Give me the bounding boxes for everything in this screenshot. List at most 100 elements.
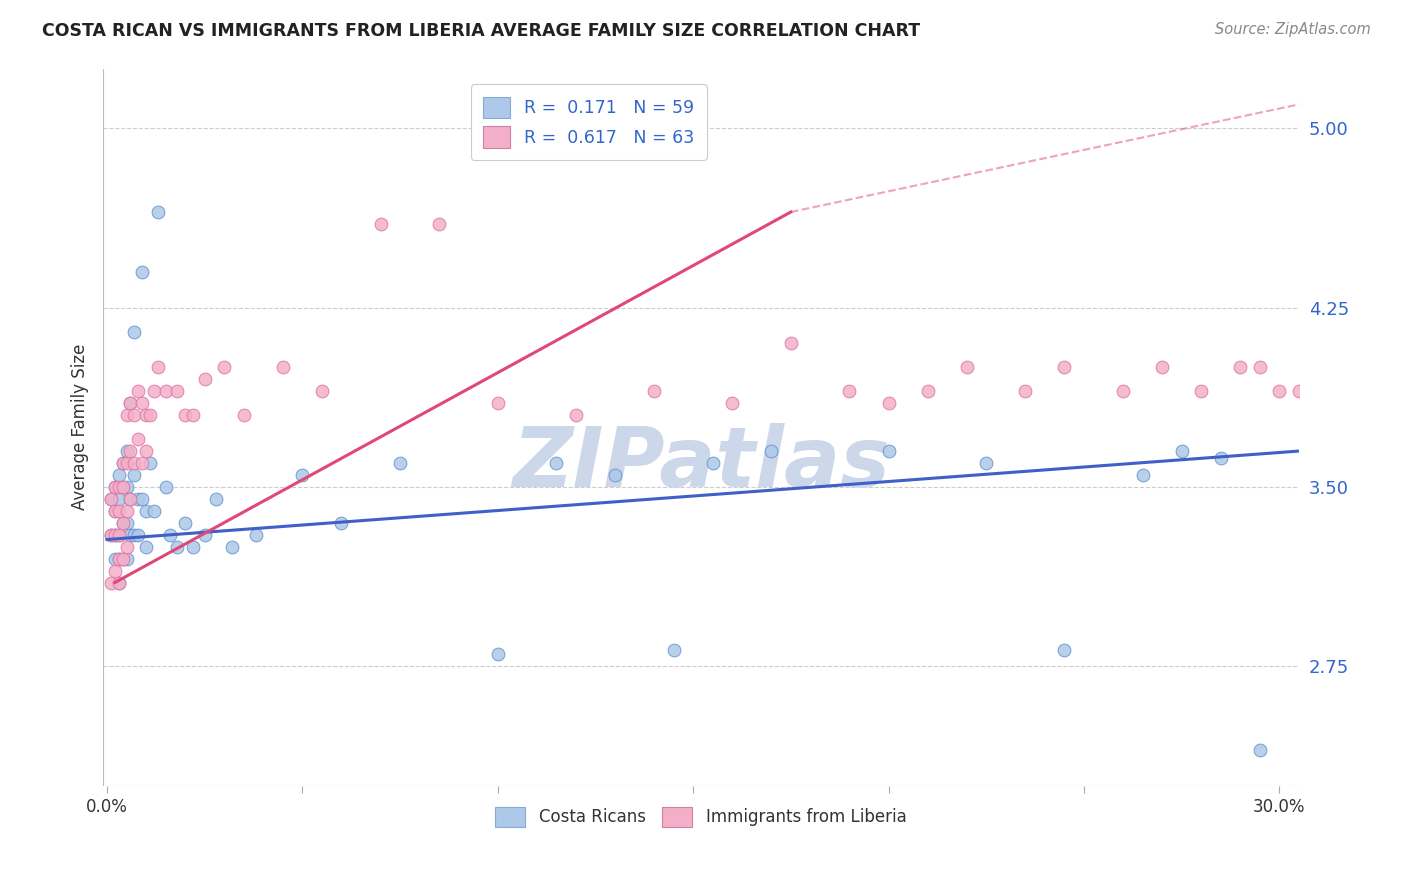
- Point: [1249, 360, 1271, 375]
- Point: [139, 408, 162, 422]
- Point: [166, 384, 188, 399]
- Point: [1152, 360, 1174, 375]
- Point: [838, 384, 860, 399]
- Point: [120, 527, 142, 541]
- Point: [1112, 384, 1135, 399]
- Point: [127, 527, 149, 541]
- Point: [124, 527, 146, 541]
- Point: [221, 540, 243, 554]
- Point: [779, 336, 801, 351]
- Point: [100, 491, 122, 506]
- Point: [104, 480, 127, 494]
- Point: [131, 265, 153, 279]
- Point: [115, 551, 138, 566]
- Point: [107, 575, 129, 590]
- Point: [124, 408, 146, 422]
- Point: [311, 384, 333, 399]
- Point: [135, 444, 157, 458]
- Point: [1053, 360, 1076, 375]
- Point: [124, 325, 146, 339]
- Point: [166, 540, 188, 554]
- Point: [124, 467, 146, 482]
- Legend: Costa Ricans, Immigrants from Liberia: Costa Ricans, Immigrants from Liberia: [486, 799, 915, 835]
- Point: [115, 504, 138, 518]
- Point: [115, 540, 138, 554]
- Point: [111, 456, 134, 470]
- Point: [1229, 360, 1251, 375]
- Point: [174, 516, 197, 530]
- Point: [181, 408, 204, 422]
- Point: [115, 516, 138, 530]
- Point: [427, 217, 450, 231]
- Point: [120, 491, 142, 506]
- Point: [131, 456, 153, 470]
- Point: [486, 396, 509, 410]
- Point: [155, 384, 177, 399]
- Point: [565, 408, 588, 422]
- Point: [107, 467, 129, 482]
- Point: [100, 527, 122, 541]
- Text: ZIPatlas: ZIPatlas: [512, 423, 890, 503]
- Point: [271, 360, 294, 375]
- Point: [111, 480, 134, 494]
- Point: [917, 384, 939, 399]
- Point: [104, 504, 127, 518]
- Point: [662, 642, 685, 657]
- Point: [104, 551, 127, 566]
- Point: [120, 444, 142, 458]
- Point: [181, 540, 204, 554]
- Point: [142, 384, 165, 399]
- Point: [232, 408, 254, 422]
- Point: [135, 540, 157, 554]
- Point: [1288, 384, 1310, 399]
- Point: [146, 360, 169, 375]
- Point: [205, 491, 228, 506]
- Point: [1189, 384, 1212, 399]
- Point: [120, 396, 142, 410]
- Point: [111, 551, 134, 566]
- Point: [1249, 743, 1271, 757]
- Point: [131, 491, 153, 506]
- Point: [956, 360, 979, 375]
- Point: [1209, 451, 1232, 466]
- Point: [139, 456, 162, 470]
- Point: [115, 444, 138, 458]
- Point: [107, 527, 129, 541]
- Point: [111, 456, 134, 470]
- Point: [974, 456, 997, 470]
- Point: [761, 444, 783, 458]
- Point: [135, 408, 157, 422]
- Point: [245, 527, 267, 541]
- Point: [107, 480, 129, 494]
- Point: [214, 360, 236, 375]
- Point: [104, 527, 127, 541]
- Point: [107, 551, 129, 566]
- Point: [107, 551, 129, 566]
- Point: [194, 372, 217, 386]
- Point: [120, 491, 142, 506]
- Point: [111, 551, 134, 566]
- Point: [330, 516, 353, 530]
- Point: [104, 527, 127, 541]
- Point: [124, 456, 146, 470]
- Text: COSTA RICAN VS IMMIGRANTS FROM LIBERIA AVERAGE FAMILY SIZE CORRELATION CHART: COSTA RICAN VS IMMIGRANTS FROM LIBERIA A…: [42, 22, 921, 40]
- Point: [111, 480, 134, 494]
- Point: [131, 396, 153, 410]
- Point: [546, 456, 568, 470]
- Point: [291, 467, 314, 482]
- Point: [104, 564, 127, 578]
- Point: [877, 444, 900, 458]
- Point: [107, 575, 129, 590]
- Point: [120, 396, 142, 410]
- Point: [127, 491, 149, 506]
- Point: [107, 504, 129, 518]
- Point: [142, 504, 165, 518]
- Point: [100, 491, 122, 506]
- Point: [603, 467, 626, 482]
- Point: [159, 527, 181, 541]
- Point: [702, 456, 724, 470]
- Point: [877, 396, 900, 410]
- Point: [107, 491, 129, 506]
- Point: [104, 504, 127, 518]
- Point: [1014, 384, 1036, 399]
